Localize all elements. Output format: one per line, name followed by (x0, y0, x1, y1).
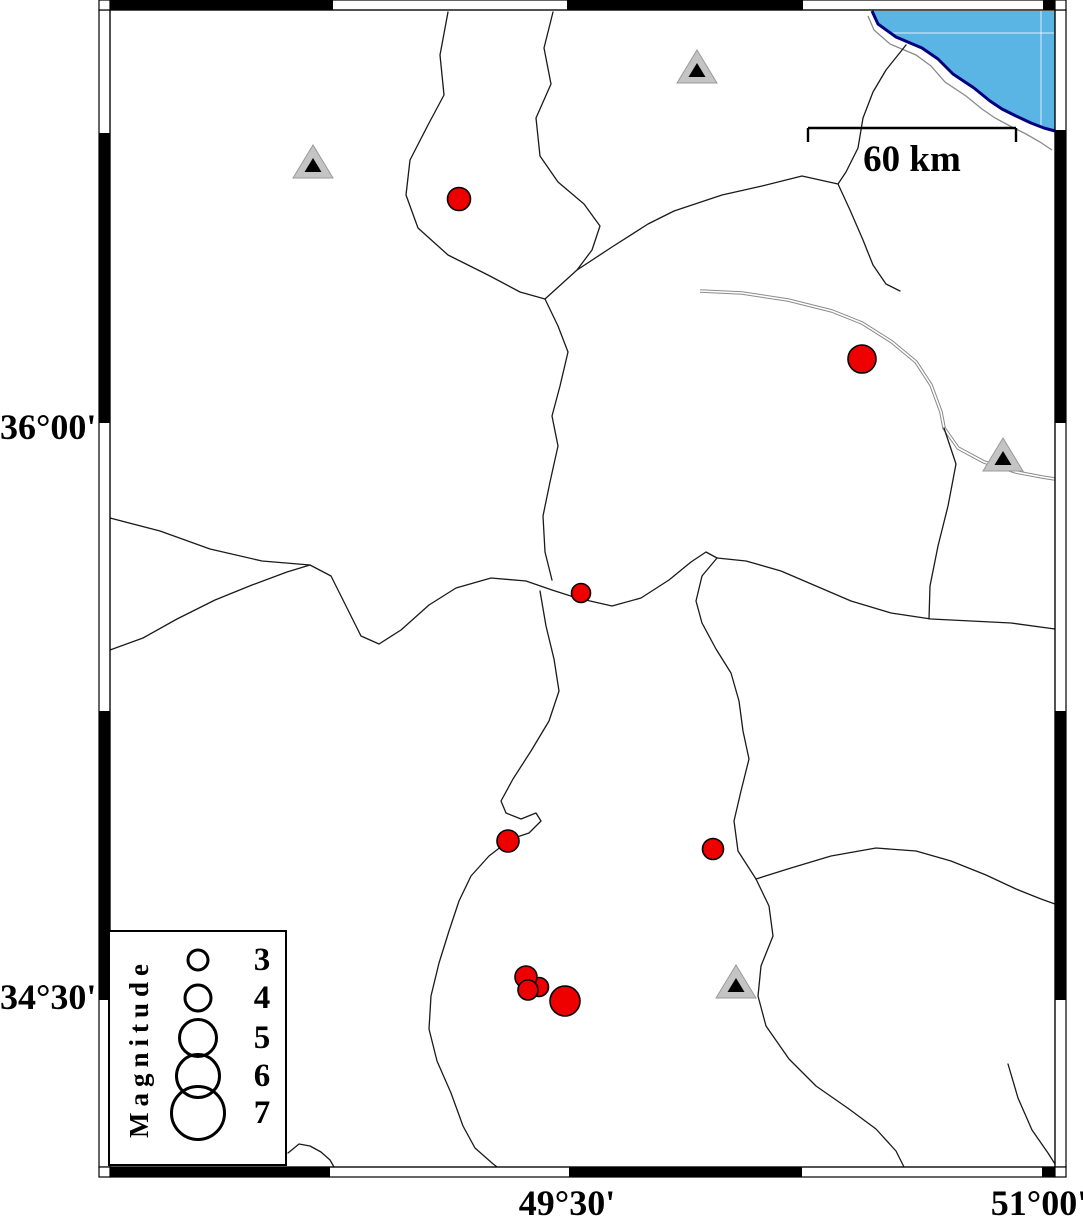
lat-label-34-30: 34°30' (0, 977, 97, 1017)
legend-magnitude-circle (175, 1053, 221, 1099)
shoreline-buffer-line (867, 15, 1053, 151)
boundary-line (287, 1143, 335, 1168)
frame-black-seg (1043, 0, 1055, 10)
earthquake-marker (701, 837, 725, 861)
scale-bar-label: 60 km (863, 139, 961, 180)
boundary-line (109, 551, 757, 880)
frame-inner-line (109, 9, 1056, 1168)
station-triangle-core-icon (994, 451, 1012, 465)
frame-strip (98, 1166, 111, 1178)
station-triangle-core-icon (727, 978, 745, 992)
boundary-line (544, 175, 901, 300)
boundary-line (109, 517, 311, 566)
earthquake-marker (517, 979, 539, 1001)
frame-black-seg (1042, 1167, 1055, 1177)
frame-black-seg (1055, 711, 1066, 1000)
boundary-line (755, 847, 1056, 905)
legend-mag-3: 3 (253, 942, 271, 978)
frame-black-seg (567, 0, 803, 10)
lat-label-36-00: 36°00' (0, 407, 97, 447)
legend-title: Magnitude (124, 958, 154, 1139)
frame-black-seg (1055, 130, 1066, 423)
earthquake-marker (847, 344, 877, 374)
boundary-line (428, 590, 560, 1168)
frame-black-seg (110, 0, 333, 10)
boundary-line (837, 44, 907, 185)
legend-magnitude-circle (186, 948, 210, 972)
boundary-line (716, 557, 1056, 630)
boundary-line (755, 878, 905, 1168)
boundary-line (405, 11, 546, 300)
legend-mag-5: 5 (253, 1020, 271, 1056)
frame-black-seg (99, 711, 110, 1000)
station-triangle-core-icon (304, 158, 322, 172)
frame-black-seg (99, 133, 110, 423)
lon-label-51-00: 51°00' (990, 1183, 1083, 1223)
frame-black-seg (569, 1167, 802, 1177)
earthquake-marker (446, 186, 472, 212)
earthquake-marker (496, 829, 520, 853)
earthquake-marker (570, 582, 592, 604)
frame-black-seg (110, 1167, 330, 1177)
legend-mag-7: 7 (253, 1095, 271, 1131)
sea-polygon (872, 11, 1055, 131)
boundary-line (535, 11, 601, 271)
boundary-line (1007, 1063, 1056, 1165)
earthquake-marker (549, 985, 581, 1017)
coastline (870, 10, 1056, 133)
legend-magnitude-circle (178, 1018, 218, 1058)
station-triangle-core-icon (688, 63, 706, 77)
boundary-line (928, 427, 957, 620)
legend-magnitude-circle (183, 983, 213, 1013)
legend-mag-6: 6 (253, 1058, 271, 1094)
frame-strip (98, 0, 111, 11)
frame-strip (1054, 1166, 1067, 1178)
frame-strip (1054, 0, 1067, 11)
lon-label-49-30: 49°30' (518, 1183, 616, 1223)
legend-mag-4: 4 (253, 980, 271, 1016)
boundary-line (542, 298, 569, 581)
legend-magnitude-circle (170, 1085, 226, 1141)
